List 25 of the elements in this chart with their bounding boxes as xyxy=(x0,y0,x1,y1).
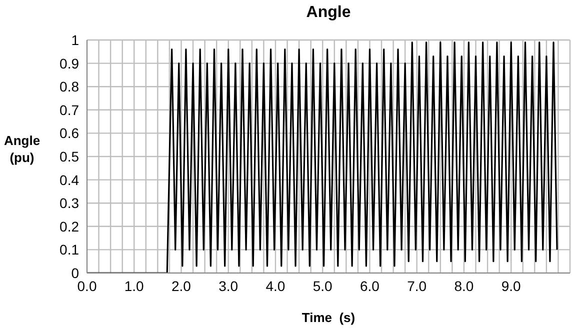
y-tick-label: 0.4 xyxy=(60,172,80,188)
y-tick-label: 0.2 xyxy=(60,218,80,234)
x-tick-label: 2.0 xyxy=(172,278,192,294)
y-tick-label: 0.5 xyxy=(60,148,80,164)
x-axis-title: Time (s) xyxy=(300,310,356,325)
y-tick-label: 0.1 xyxy=(60,242,80,258)
y-tick-label: 0.7 xyxy=(60,102,80,118)
x-tick-label: 6.0 xyxy=(360,278,380,294)
x-tick-label: 7.0 xyxy=(407,278,427,294)
x-tick-label: 0.0 xyxy=(77,278,97,294)
x-tick-label: 4.0 xyxy=(266,278,286,294)
y-tick-label: 0.6 xyxy=(60,125,80,142)
y-tick-label: 0.8 xyxy=(60,78,80,95)
y-tick-label: 0 xyxy=(71,264,80,281)
x-tick-label: 5.0 xyxy=(312,278,333,294)
x-tick-label: 9.0 xyxy=(501,278,522,294)
y-axis-title: Angle (pu) xyxy=(2,132,42,166)
chart-title: Angle xyxy=(305,4,352,22)
x-tick-label: 3.0 xyxy=(218,278,238,294)
x-tick-label: 8.0 xyxy=(454,278,474,294)
y-tick-label: 1 xyxy=(71,32,80,48)
y-tick-label: 0.3 xyxy=(60,195,80,212)
x-tick-label: 1.0 xyxy=(124,278,144,294)
line-series xyxy=(87,42,558,273)
y-tick-label: 0.9 xyxy=(60,55,80,72)
